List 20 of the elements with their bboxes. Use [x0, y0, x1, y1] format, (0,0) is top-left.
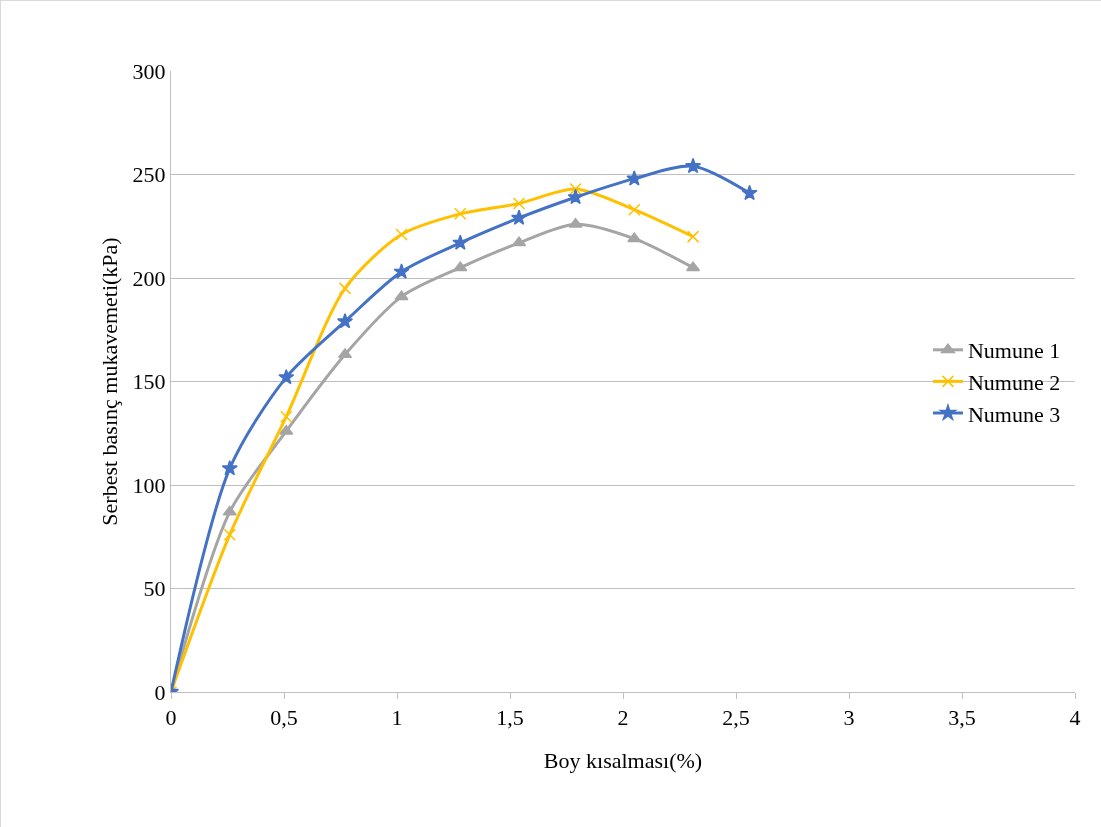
- legend-label: Numune 2: [967, 369, 1061, 395]
- x-tick-label: 3: [843, 705, 855, 731]
- y-tick-label: 100: [132, 472, 166, 498]
- y-axis-title: Serbest basınç mukavemeti(kPa): [97, 237, 122, 526]
- x-tick-label: 2: [617, 705, 629, 731]
- y-tick-label: 0: [154, 679, 166, 705]
- x-tick-label: 2,5: [722, 705, 750, 731]
- legend-label: Numune 1: [967, 338, 1061, 364]
- legend-label: Numune 3: [967, 401, 1061, 427]
- y-tick-label: 200: [132, 265, 166, 291]
- x-tick-label: 3,5: [948, 705, 976, 731]
- x-tick-label: 1,5: [496, 705, 524, 731]
- x-tick-label: 4: [1069, 705, 1081, 731]
- x-axis-title: Boy kısalması(%): [543, 748, 703, 773]
- y-tick-label: 300: [132, 58, 166, 84]
- x-tick-label: 1: [391, 705, 403, 731]
- y-tick-label: 250: [132, 162, 166, 188]
- x-tick-label: 0,5: [270, 705, 298, 731]
- y-tick-label: 150: [132, 369, 166, 395]
- y-tick-label: 50: [143, 576, 166, 602]
